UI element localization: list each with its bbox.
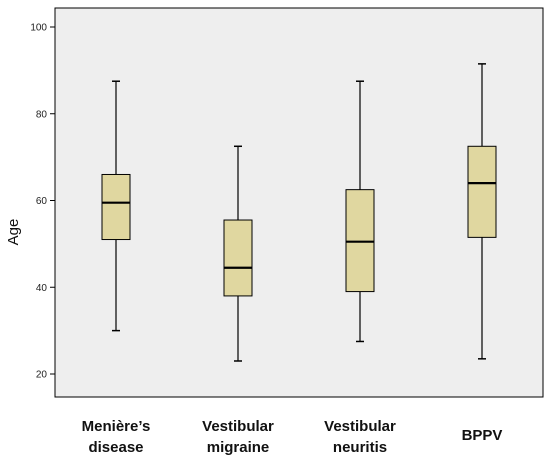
category-label: disease xyxy=(88,439,143,456)
y-tick-label: 80 xyxy=(36,109,48,120)
category-label: Vestibular xyxy=(202,418,274,435)
category-label: Menière’s xyxy=(82,418,151,435)
category-label: neuritis xyxy=(333,439,387,456)
boxes xyxy=(101,63,497,362)
iqr-box xyxy=(101,173,131,241)
category-label: BPPV xyxy=(462,427,503,444)
y-tick-label: 40 xyxy=(36,283,48,294)
iqr-box xyxy=(467,145,497,238)
plot-area xyxy=(54,7,544,398)
iqr-box xyxy=(223,219,253,297)
box-group xyxy=(467,63,497,360)
category-label: Vestibular xyxy=(324,418,396,435)
x-axis-labels: Menière’s disease Vestibular migraine Vestib… xyxy=(82,418,503,456)
box-group xyxy=(101,80,131,332)
y-tick-label: 100 xyxy=(30,23,47,34)
box-group xyxy=(223,145,253,362)
y-tick-label: 60 xyxy=(36,196,48,207)
box-group xyxy=(345,80,375,343)
y-tick-label: 20 xyxy=(36,370,48,381)
category-label: migraine xyxy=(207,439,270,456)
y-axis: 20 40 60 80 100 xyxy=(30,23,55,381)
y-axis-title: Age xyxy=(5,219,22,246)
